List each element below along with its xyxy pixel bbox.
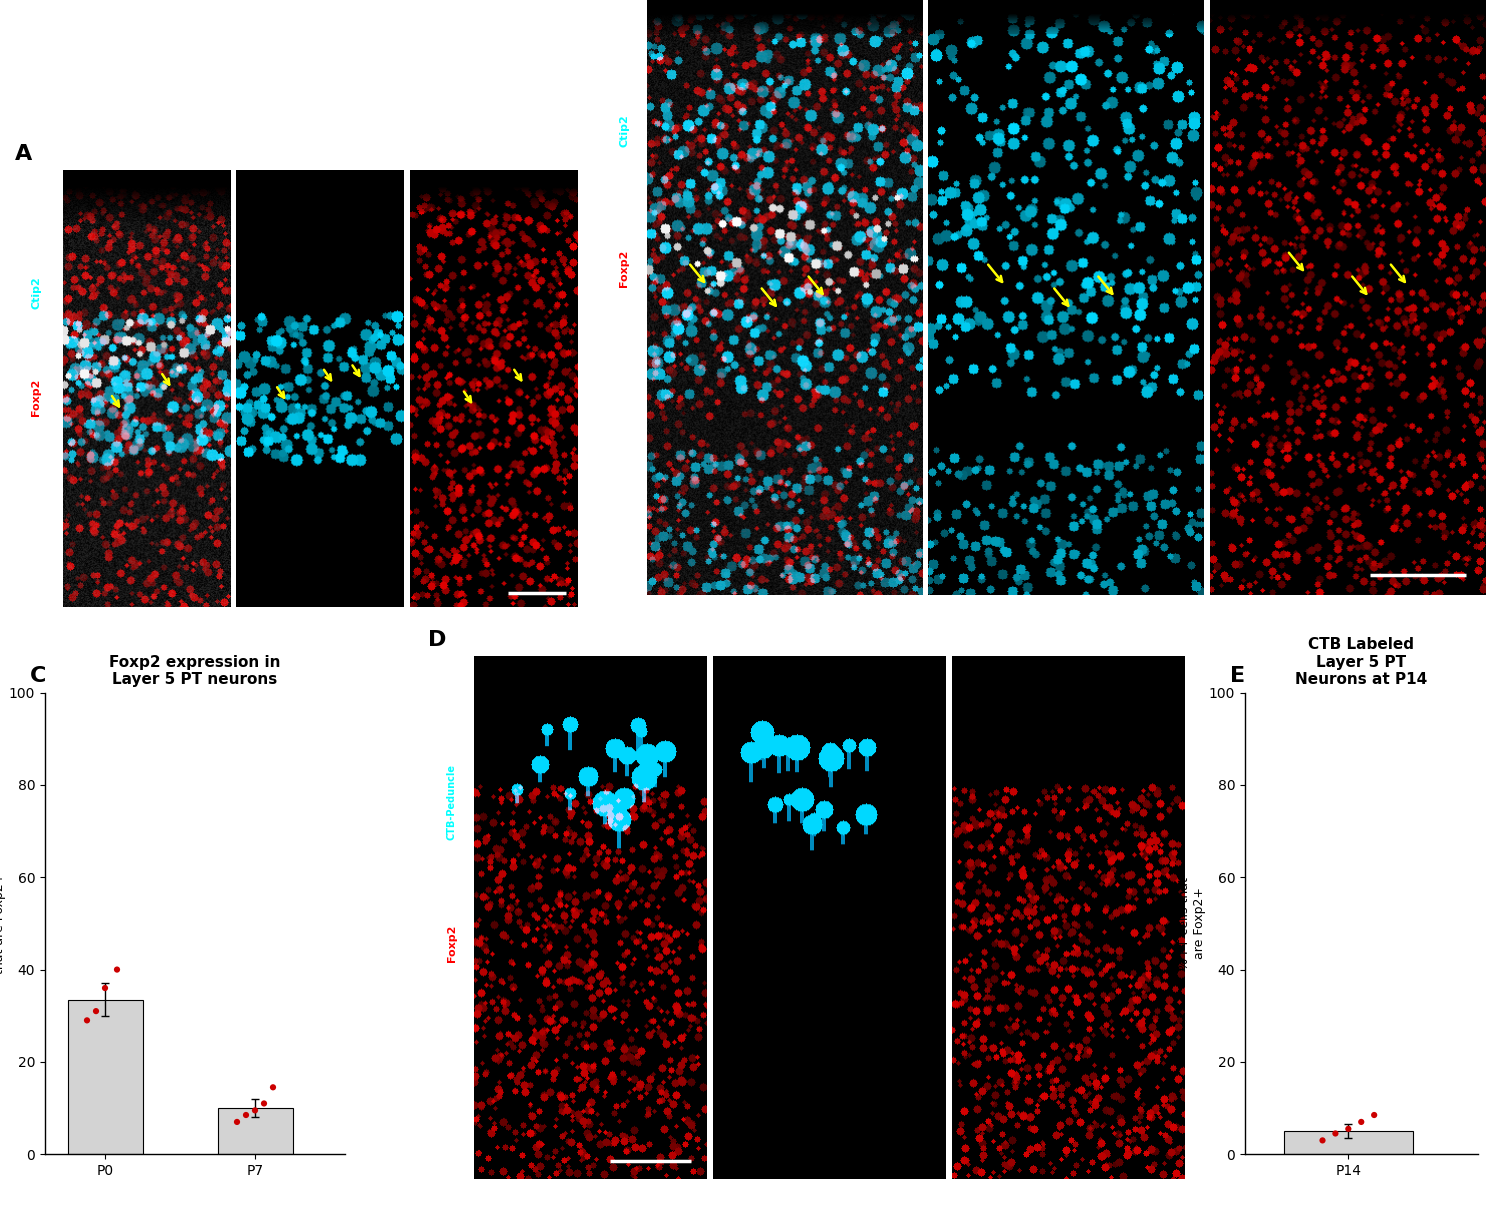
Point	[1362, 1106, 1386, 1125]
Text: Foxp2: Foxp2	[32, 379, 40, 417]
Bar	[1284, 1131, 1413, 1154]
Point	[261, 1078, 285, 1097]
Text: Ctip2: Ctip2	[620, 114, 628, 147]
Point	[243, 1101, 267, 1120]
Text: Ctip2: Ctip2	[32, 276, 40, 309]
Text: P14: P14	[446, 1113, 458, 1140]
Text: Foxp2: Foxp2	[447, 925, 456, 962]
Y-axis label: % Ctip2+ (Fog2-) Cells
that are Foxp2+: % Ctip2+ (Fog2-) Cells that are Foxp2+	[0, 853, 6, 994]
Point	[1311, 1131, 1335, 1151]
Point	[225, 1112, 249, 1131]
Text: A: A	[15, 145, 33, 164]
Title: Foxp2 expression in
Layer 5 PT neurons: Foxp2 expression in Layer 5 PT neurons	[110, 655, 280, 688]
Title: CTB Labeled
Layer 5 PT
Neurons at P14: CTB Labeled Layer 5 PT Neurons at P14	[1294, 638, 1428, 688]
Bar	[68, 1000, 142, 1154]
Text: CTB-Peduncle: CTB-Peduncle	[447, 764, 456, 841]
Point	[93, 978, 117, 998]
Text: Foxp2: Foxp2	[620, 249, 628, 287]
Point	[1323, 1124, 1347, 1143]
Point	[1350, 1112, 1374, 1131]
Text: P0: P0	[30, 546, 42, 564]
Point	[75, 1011, 99, 1030]
Point	[84, 1001, 108, 1021]
Text: E: E	[1230, 667, 1245, 686]
Bar	[217, 1108, 292, 1154]
Point	[252, 1094, 276, 1113]
Text: C: C	[30, 667, 46, 686]
Text: D: D	[427, 631, 445, 650]
Point	[105, 960, 129, 979]
Point	[234, 1106, 258, 1125]
Text: P7: P7	[618, 527, 630, 544]
Y-axis label: % PT cells that
are Foxp2+: % PT cells that are Foxp2+	[1178, 877, 1206, 970]
Point	[1336, 1119, 1360, 1138]
